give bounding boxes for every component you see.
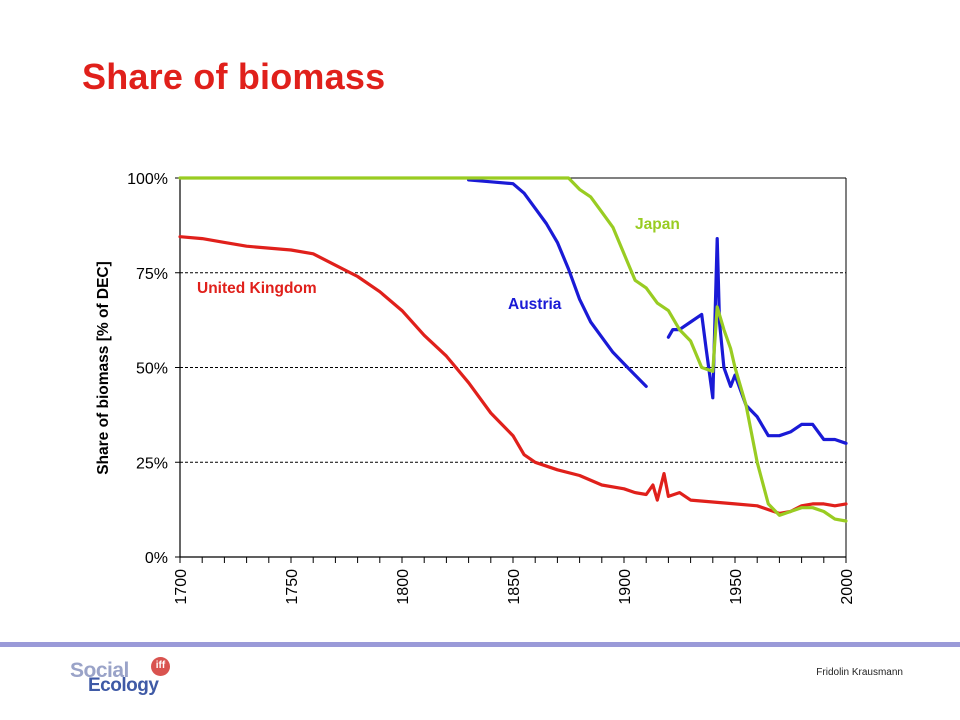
y-tick-label: 50% <box>136 361 168 378</box>
series-lines <box>178 176 848 523</box>
y-tick-label: 25% <box>136 455 168 472</box>
series-line-austria <box>467 178 848 445</box>
series-line-united-kingdom <box>178 235 848 515</box>
x-tick-label: 1950 <box>728 569 745 605</box>
author-name: Fridolin Krausmann <box>816 667 903 678</box>
x-tick-label: 1750 <box>284 569 301 605</box>
y-tick-label: 75% <box>136 266 168 283</box>
series-line-japan <box>178 176 848 523</box>
logo-social-text: Social <box>70 659 129 682</box>
logo-ecology-text: Ecology <box>88 675 159 696</box>
series-label-austria: Austria <box>508 296 562 313</box>
series-label-united-kingdom: United Kingdom <box>197 280 317 297</box>
page-title: Share of biomass <box>82 56 386 97</box>
y-tick-label: 0% <box>145 550 168 567</box>
x-tick-label: 1700 <box>173 569 190 605</box>
footer-divider <box>0 642 960 647</box>
series-label-japan: Japan <box>635 216 680 233</box>
axes: 0% 25% 50% 75% 100% 1700 1750 1800 1850 1900 1950 2… <box>127 171 856 605</box>
x-tick-label: 1800 <box>395 569 412 605</box>
social-ecology-logo: Social Ecology iff <box>68 655 188 701</box>
series-labels: United Kingdom Austria Japan <box>197 216 680 313</box>
y-axis-label: Share of biomass [% of DEC] <box>95 261 112 475</box>
x-tick-label: 1850 <box>506 569 523 605</box>
y-tick-label: 100% <box>127 171 168 188</box>
x-tick-label: 2000 <box>839 569 856 605</box>
iff-badge-icon: iff <box>151 657 170 676</box>
x-tick-label: 1900 <box>617 569 634 605</box>
grid-lines <box>180 177 847 557</box>
